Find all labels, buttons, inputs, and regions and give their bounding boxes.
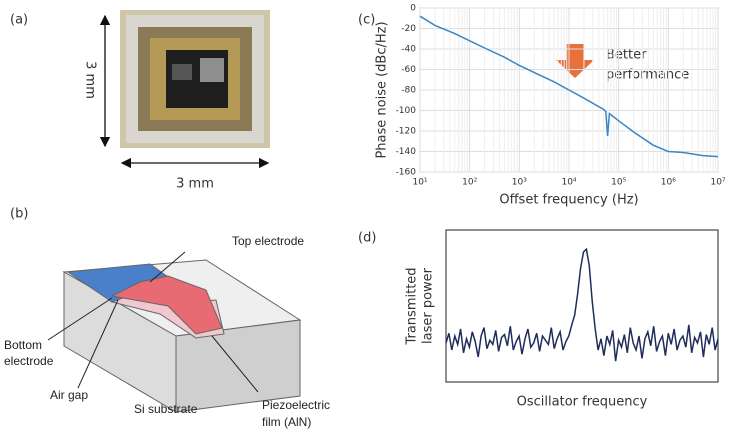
label: Piezoelectric	[262, 398, 330, 412]
height-label: 3 mm	[83, 61, 98, 99]
plot-frame	[446, 230, 718, 382]
y-axis-label: laser power	[421, 267, 436, 344]
x-tick-label: 10⁶	[661, 178, 676, 188]
y-axis-label: Transmitted	[405, 267, 420, 345]
y-tick-label: -60	[401, 65, 416, 75]
y-tick-label: -160	[396, 168, 417, 178]
x-tick-label: 10¹	[412, 178, 427, 188]
y-tick-label: -100	[396, 106, 417, 116]
annotation: Better	[606, 48, 647, 63]
label: Top electrode	[232, 234, 304, 248]
y-tick-label: -40	[401, 45, 416, 55]
label: Air gap	[50, 388, 88, 402]
y-tick-label: -80	[401, 86, 416, 96]
panel-label: (a)	[10, 13, 28, 28]
label: Bottom	[4, 338, 42, 352]
figure: (a) (b) (c) (d) 3 mm 3 mm Top electrode …	[0, 0, 744, 434]
panel-label: (b)	[10, 207, 28, 222]
x-tick-label: 10⁷	[710, 178, 725, 188]
y-tick-label: -20	[401, 24, 416, 34]
y-tick-label: -120	[396, 127, 417, 137]
panel-label: (c)	[358, 13, 375, 28]
width-label: 3 mm	[176, 177, 214, 192]
x-tick-label: 10⁴	[561, 178, 576, 188]
x-tick-label: 10⁵	[611, 178, 626, 188]
label: Si substrate	[134, 402, 198, 416]
data-line	[446, 249, 718, 361]
chip-photo	[120, 10, 270, 148]
label: film (AlN)	[262, 415, 311, 429]
x-tick-label: 10³	[512, 178, 527, 188]
label: electrode	[4, 354, 54, 368]
panel-label: (d)	[358, 231, 376, 246]
x-tick-label: 10²	[462, 178, 477, 188]
x-axis-label: Oscillator frequency	[517, 395, 648, 410]
device-diagram	[64, 260, 300, 412]
x-axis-label: Offset frequency (Hz)	[499, 193, 638, 208]
y-tick-label: -140	[396, 147, 417, 157]
y-axis-label: Phase noise (dBc/Hz)	[375, 21, 390, 158]
y-tick-label: 0	[410, 4, 416, 14]
